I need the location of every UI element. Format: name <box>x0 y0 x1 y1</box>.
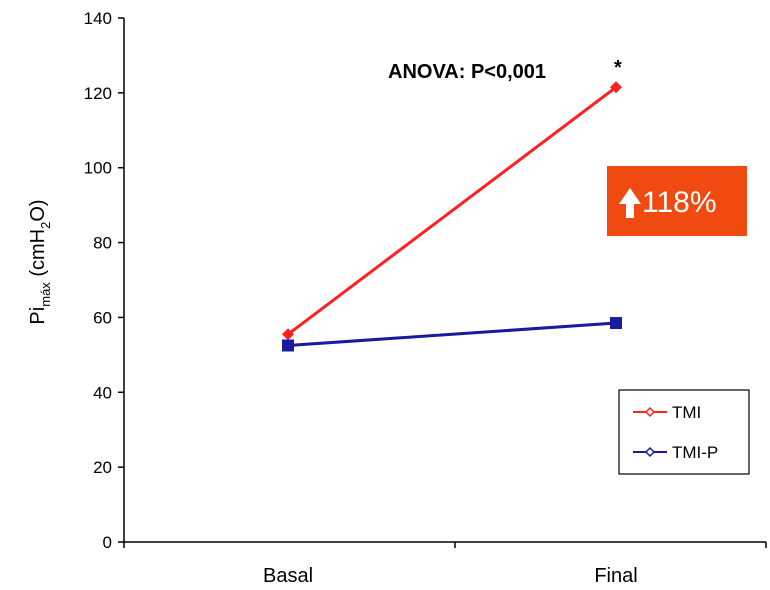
legend-items: TMI TMI-P <box>633 403 718 462</box>
series-line-tmi-p <box>287 321 617 347</box>
y-axis-label-sub: máx <box>38 282 53 307</box>
legend: TMI TMI-P <box>618 389 750 475</box>
legend-label-tmi-p: TMI-P <box>672 443 718 462</box>
legend-box <box>618 389 750 475</box>
y-tick-label: 120 <box>84 84 112 103</box>
x-category-label: Basal <box>263 565 313 587</box>
y-axis-label-unit-sub: 2 <box>38 222 53 229</box>
y-ticks: 0 20 40 60 80 100 120 140 <box>84 9 124 552</box>
data-point-tmi-p <box>610 317 622 330</box>
y-tick-label: 80 <box>93 234 112 253</box>
data-point-tmi-p <box>282 339 294 352</box>
y-tick-label: 100 <box>84 159 112 178</box>
significance-star: * <box>614 57 622 79</box>
data-point-tmi <box>610 81 622 94</box>
series-line-tmi <box>287 86 617 336</box>
y-tick-label: 60 <box>93 308 112 327</box>
y-axis-label-main: Pi <box>27 307 49 325</box>
x-category-label: Final <box>594 565 637 587</box>
y-axis-label-unit: (cmH <box>27 229 49 282</box>
y-tick-label: 20 <box>93 458 112 477</box>
y-axis-label-unit-end: O) <box>27 199 49 221</box>
y-axis-label: Pimáx (cmH2O) <box>27 199 53 324</box>
y-tick-label: 0 <box>103 533 112 552</box>
data-point-tmi <box>282 328 294 341</box>
legend-marker-tmi <box>644 406 656 418</box>
y-tick-label: 140 <box>84 9 112 28</box>
y-axis: 0 20 40 60 80 100 120 140 <box>84 9 125 552</box>
y-tick-label: 40 <box>93 383 112 402</box>
percent-badge: 118% <box>607 166 747 236</box>
arrow-up-icon <box>619 188 641 218</box>
legend-marker-tmi-p <box>644 446 656 458</box>
legend-label-tmi: TMI <box>672 403 701 422</box>
anova-annotation: ANOVA: P<0,001 <box>388 61 546 83</box>
x-axis: Basal Final <box>123 541 767 587</box>
series-layer <box>282 81 622 352</box>
badge-percent: 118% <box>642 186 717 219</box>
